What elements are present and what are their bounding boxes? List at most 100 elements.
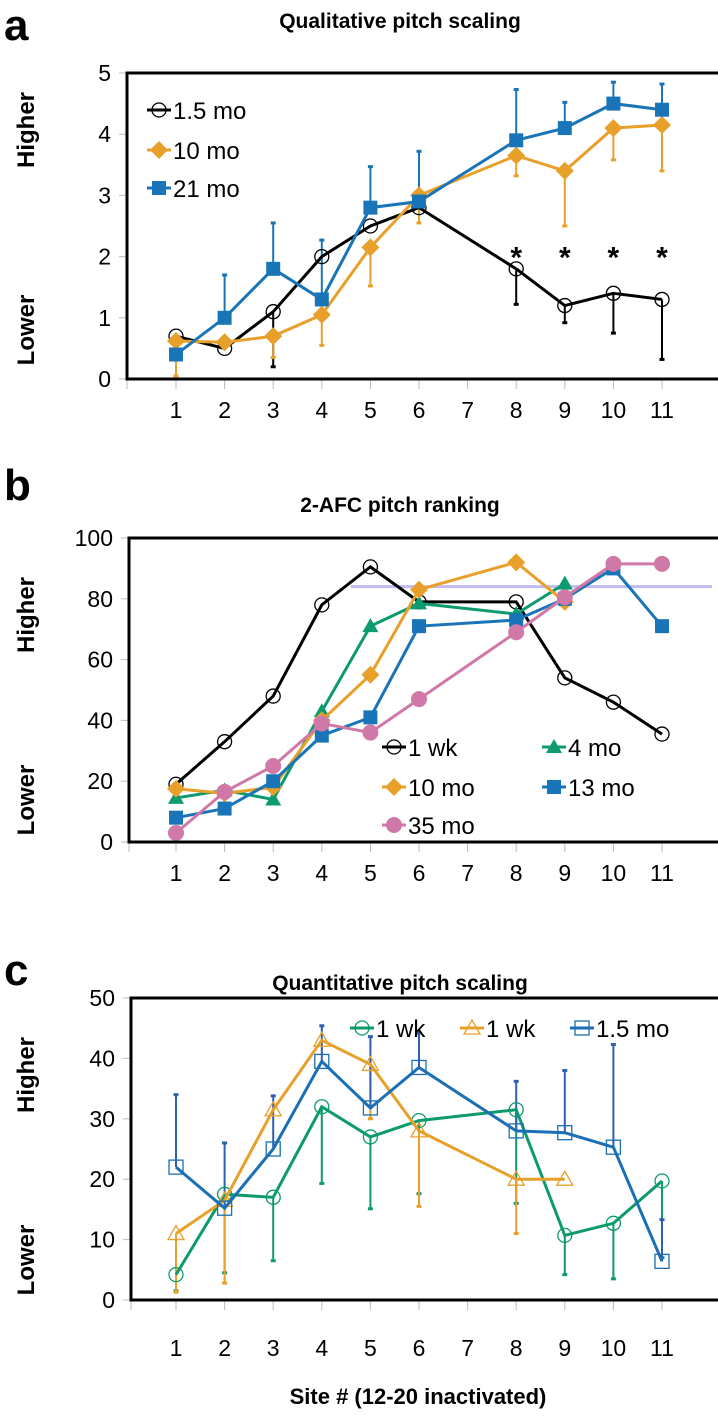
legend-marker — [354, 1020, 370, 1036]
data-point — [314, 728, 329, 743]
y-tick-label: 80 — [87, 586, 113, 612]
x-tick-label: 1 — [170, 397, 183, 423]
series-line-15mo — [175, 1058, 664, 1262]
data-point — [508, 261, 524, 277]
legend-marker — [546, 739, 562, 753]
legend-label: 35 mo — [408, 813, 475, 840]
data-point — [264, 1100, 283, 1117]
chart-title: 2-AFC pitch ranking — [300, 494, 500, 517]
data-point — [266, 774, 281, 789]
y-tick-label: 5 — [98, 60, 111, 86]
y-tick-label: 2 — [98, 244, 111, 270]
series-line-15mo — [175, 206, 663, 350]
series-line-10mo — [175, 560, 566, 795]
data-point — [362, 724, 379, 741]
data-point — [265, 1141, 281, 1157]
data-point — [168, 824, 184, 841]
data-point — [507, 1169, 526, 1186]
series-line-21mo — [175, 102, 663, 356]
data-point — [362, 218, 379, 234]
data-point — [605, 1215, 622, 1231]
data-point — [654, 726, 670, 742]
data-point — [169, 810, 183, 825]
legend-label: 13 mo — [568, 775, 635, 802]
legend-marker — [385, 778, 403, 796]
panel-b: b 2-AFC pitch ranking Higher Lower 0 20 40 60 80… — [4, 461, 718, 886]
y-tick-label: 40 — [87, 707, 113, 733]
data-point — [654, 555, 670, 572]
y-label-higher: Higher — [13, 577, 40, 653]
legend-label: 10 mo — [408, 775, 475, 802]
y-tick-label: 20 — [87, 768, 113, 794]
legend-label: 1 wk — [376, 1016, 426, 1043]
x-tick-label: 9 — [558, 397, 571, 423]
chart-title: Qualitative pitch scaling — [279, 10, 521, 33]
data-point — [605, 694, 622, 710]
panel-c: c Quantitative pitch scaling Higher Lower 0 1… — [4, 946, 718, 1409]
data-point — [265, 304, 281, 320]
data-point — [557, 297, 573, 314]
x-tick-label: 7 — [461, 397, 474, 423]
data-point — [362, 1129, 379, 1145]
x-tick-label: 7 — [461, 860, 474, 886]
data-point — [216, 1200, 233, 1216]
x-tick-label: 7 — [461, 1335, 474, 1361]
x-tick-label: 8 — [510, 397, 523, 423]
significance-asterisk: * — [510, 242, 522, 275]
x-tick-label: 6 — [413, 1335, 426, 1361]
data-point — [265, 1189, 281, 1205]
data-point — [653, 116, 671, 135]
series-line-10mo — [175, 123, 663, 344]
panel-letter: c — [4, 946, 28, 995]
legend-label: 21 mo — [173, 176, 240, 203]
data-point — [412, 619, 426, 634]
data-point — [654, 1253, 670, 1269]
data-point — [411, 595, 427, 610]
data-point — [265, 758, 282, 774]
y-tick-label: 0 — [98, 366, 111, 392]
plot-frame — [125, 71, 718, 381]
series-line-1wk — [174, 1104, 663, 1276]
x-tick-label: 5 — [364, 860, 377, 886]
y-tick-label: 4 — [98, 121, 111, 147]
data-point — [555, 161, 574, 180]
data-point — [362, 559, 379, 575]
data-point — [168, 1159, 184, 1175]
x-tick-label: 1 — [170, 860, 183, 886]
legend-marker — [574, 1020, 590, 1036]
legend-marker — [151, 102, 167, 118]
data-point — [314, 1099, 330, 1115]
x-tick-label: 4 — [315, 860, 328, 886]
x-tick-label: 4 — [315, 1335, 328, 1361]
data-point — [361, 665, 380, 684]
data-point — [508, 1123, 524, 1139]
x-tick-label: 1 — [170, 1335, 183, 1361]
data-point — [362, 618, 379, 633]
data-point — [312, 1030, 331, 1047]
x-tick-label: 2 — [218, 1335, 231, 1361]
legend-marker — [150, 141, 168, 159]
data-point — [556, 589, 573, 606]
series-line-13mo — [175, 566, 664, 820]
data-point — [314, 248, 330, 265]
plot-frame — [127, 536, 718, 844]
y-label-lower: Lower — [13, 1225, 40, 1296]
x-tick-label: 3 — [267, 397, 280, 423]
x-tick-label: 3 — [267, 1335, 280, 1361]
y-tick-label: 100 — [75, 525, 113, 551]
series-line-1wk — [175, 565, 663, 786]
data-point — [605, 285, 622, 301]
x-tick-label: 2 — [218, 397, 231, 423]
x-tick-label: 2 — [218, 860, 231, 886]
x-tick-label: 5 — [364, 397, 377, 423]
data-point — [409, 1121, 429, 1138]
data-point — [412, 194, 426, 209]
data-point — [169, 347, 183, 362]
y-label-higher: Higher — [13, 1037, 40, 1113]
data-point — [557, 670, 573, 686]
data-point — [265, 688, 281, 704]
x-tick-label: 3 — [267, 860, 280, 886]
data-point — [216, 783, 233, 800]
data-point — [654, 1173, 670, 1189]
data-point — [410, 580, 428, 599]
